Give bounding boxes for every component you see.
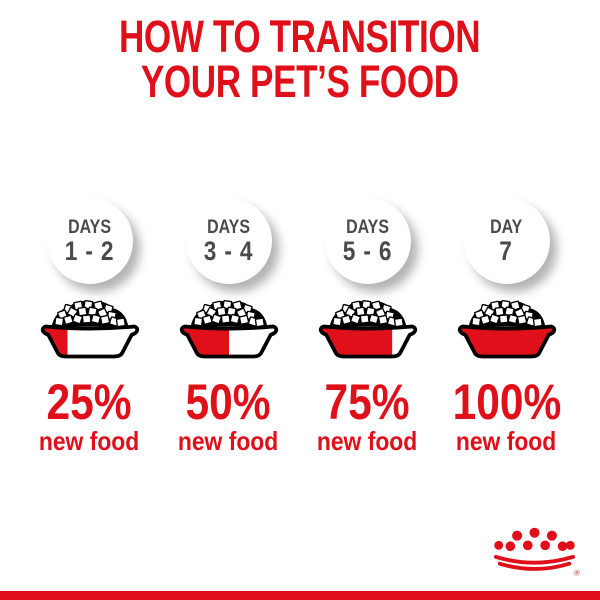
- day-label: DAYS: [207, 216, 250, 238]
- food-bowl-icon: [318, 299, 417, 359]
- step-days-1-2: DAYS 1 - 2 25% new food: [20, 198, 159, 454]
- food-bowl-icon: [179, 299, 278, 359]
- day-range: 1 - 2: [64, 235, 115, 266]
- percent-new-food: 25%: [46, 374, 133, 430]
- brand-red-bar: [0, 591, 600, 600]
- title-line-2: YOUR PET’S FOOD: [141, 56, 459, 107]
- percent-new-food: 50%: [185, 374, 272, 430]
- new-food-caption: new food: [178, 426, 279, 456]
- new-food-caption: new food: [317, 426, 418, 456]
- day-badge: DAYS 1 - 2: [46, 198, 133, 284]
- day-badge: DAYS 5 - 6: [324, 198, 411, 284]
- step-days-5-6: DAYS 5 - 6 75% new food: [298, 198, 437, 454]
- day-label: DAYS: [68, 216, 111, 238]
- registered-trademark-symbol: ®: [574, 568, 580, 577]
- new-food-caption: new food: [456, 426, 557, 456]
- day-range: 7: [499, 235, 514, 266]
- percent-new-food: 100%: [452, 374, 561, 430]
- food-bowl-icon: [40, 299, 139, 359]
- day-range: 3 - 4: [203, 235, 254, 266]
- title-line-1: HOW TO TRANSITION: [119, 11, 481, 62]
- day-badge: DAYS 3 - 4: [185, 198, 272, 284]
- step-day-7: DAY 7 100% new food: [437, 198, 576, 454]
- food-bowl-icon: [457, 299, 556, 359]
- step-days-3-4: DAYS 3 - 4 50% new food: [159, 198, 298, 454]
- transition-steps: DAYS 1 - 2 25% new food DAYS 3 - 4: [20, 198, 576, 454]
- royal-canin-crown-logo: ®: [493, 527, 580, 577]
- new-food-caption: new food: [39, 426, 140, 456]
- day-badge: DAY 7: [463, 198, 550, 284]
- day-label: DAY: [490, 216, 523, 238]
- day-label: DAYS: [346, 216, 389, 238]
- percent-new-food: 75%: [324, 374, 411, 430]
- page-title: HOW TO TRANSITION YOUR PET’S FOOD: [0, 14, 600, 104]
- day-range: 5 - 6: [342, 235, 393, 266]
